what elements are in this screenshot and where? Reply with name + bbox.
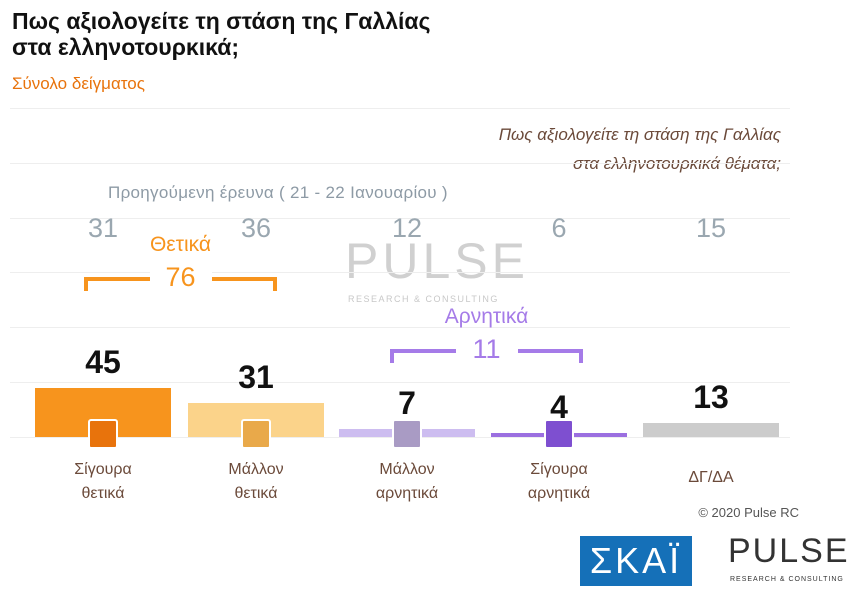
grid-line [10,272,790,273]
icon [241,419,271,449]
watermark-sub: RESEARCH & CONSULTING [348,294,499,304]
logo-pulse-sub: RESEARCH & CONSULTING [730,576,844,583]
icon [88,419,118,449]
icon [544,419,574,449]
value-label: 31 [238,358,274,395]
category-label: ΔΓ/ΔΑ [688,469,734,486]
previous-value: 12 [391,213,423,243]
bracket-end [273,277,277,291]
bracket-end [579,349,583,363]
grid-line [10,382,790,383]
grid-line [10,327,790,328]
category-label: Σίγουρα αρνητικά [527,461,591,502]
title-line: Πως αξιολογείτε τη στάση της Γαλλίας [12,8,431,34]
bracket-end [390,349,394,363]
previous-label: Προηγούμενη έρευνα ( 21 - 22 Ιανουαρίου … [108,183,448,202]
chart-title: Πως αξιολογείτε τη στάση της Γαλλίας στα… [12,8,431,60]
grid-line [10,218,790,219]
previous-value: 6 [551,213,567,243]
grid-line [10,163,790,164]
value-label: 4 [550,388,568,425]
grid-line [10,108,790,109]
group-value: 76 [149,262,212,293]
logo-pulse: PULSE [728,532,849,570]
bar [643,422,779,437]
logo-skai: ΣΚΑΪ [580,536,692,586]
previous-value: 31 [87,213,119,243]
icon [392,419,422,449]
bracket-end [84,277,88,291]
title-line: στα ελληνοτουρκικά; [12,34,240,60]
group-label: Θετικά [149,233,212,256]
category-label: Μάλλον αρνητικά [375,461,439,502]
value-label: 45 [85,343,121,380]
category-label: Σίγουρα θετικά [74,461,132,502]
subtitle: Σύνολο δείγματος [12,74,145,93]
group-label: Αρνητικά [444,305,529,328]
copyright: © 2020 Pulse RC [698,505,799,520]
value-label: 7 [398,385,416,422]
category-label: Μάλλον θετικά [228,461,284,502]
question-line: Πως αξιολογείτε τη στάση της Γαλλίας [498,125,781,144]
value-label: 13 [693,378,729,415]
group-value: 11 [455,334,518,365]
previous-value: 36 [240,213,272,243]
question: Πως αξιολογείτε τη στάση της Γαλλίας στα… [499,120,781,178]
watermark: PULSE [345,233,529,289]
previous-value: 15 [695,213,727,243]
